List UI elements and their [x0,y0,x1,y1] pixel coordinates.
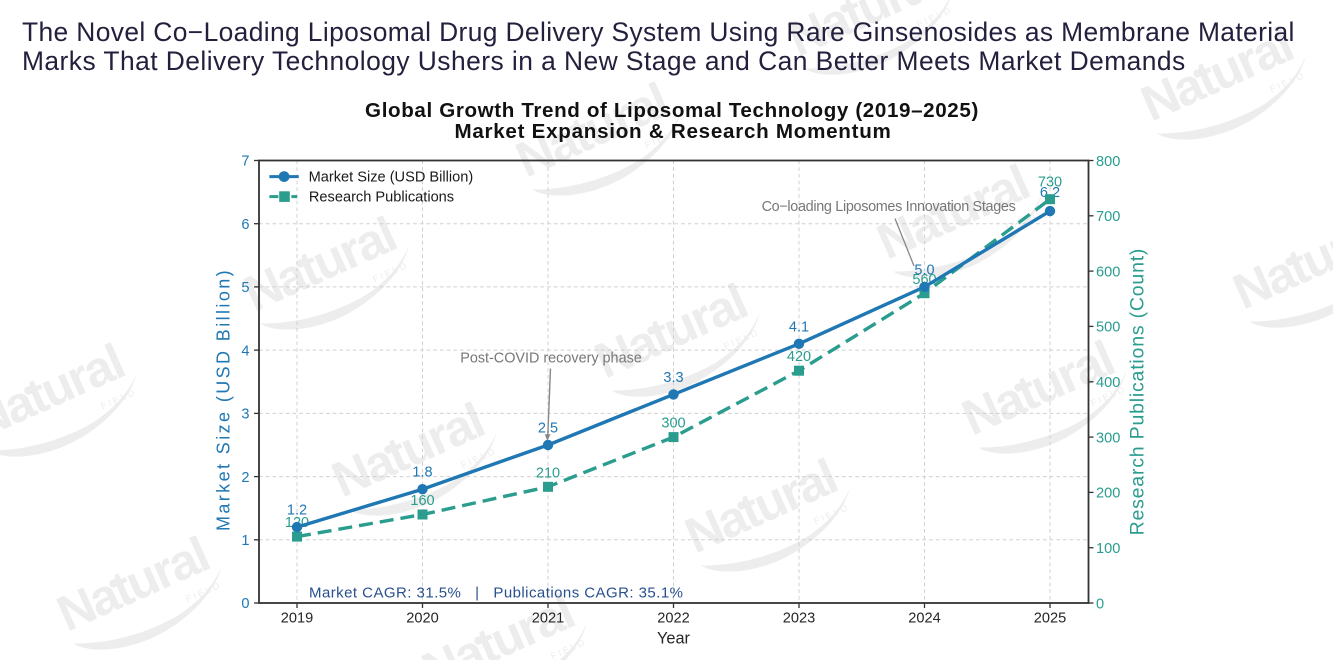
svg-text:2019: 2019 [281,611,313,627]
svg-text:Co−loading Liposomes Innovatio: Co−loading Liposomes Innovation Stages [762,199,1016,215]
svg-text:300: 300 [661,416,685,432]
svg-text:300: 300 [1096,430,1120,446]
svg-text:Market CAGR: 31.5% | Publi: Market CAGR: 31.5% | Publications CAGR: … [309,585,683,602]
svg-text:420: 420 [787,349,811,365]
svg-text:3.3: 3.3 [663,370,683,386]
svg-text:2022: 2022 [657,611,689,627]
svg-text:Research Publications: Research Publications [309,190,454,206]
svg-text:7: 7 [241,154,249,170]
svg-text:6.2: 6.2 [1040,185,1060,201]
svg-text:Post-COVID recovery phase: Post-COVID recovery phase [460,350,642,366]
svg-text:5.0: 5.0 [914,262,934,278]
svg-text:730: 730 [1038,175,1062,191]
svg-text:1.2: 1.2 [287,503,307,519]
svg-text:0: 0 [1096,596,1104,612]
svg-text:1: 1 [241,533,249,549]
svg-text:3: 3 [241,407,249,423]
svg-text:2024: 2024 [908,611,940,627]
svg-text:1.8: 1.8 [412,465,432,481]
svg-text:700: 700 [1096,209,1120,225]
svg-text:2021: 2021 [532,611,564,627]
svg-text:2020: 2020 [406,611,438,627]
svg-text:2025: 2025 [1034,611,1066,627]
svg-text:200: 200 [1096,486,1120,502]
svg-text:500: 500 [1096,320,1120,336]
svg-text:2023: 2023 [783,611,815,627]
svg-text:100: 100 [1096,541,1120,557]
svg-text:0: 0 [241,596,249,612]
svg-text:5: 5 [241,280,249,296]
svg-text:400: 400 [1096,375,1120,391]
svg-text:160: 160 [410,493,434,509]
svg-text:210: 210 [536,465,560,481]
svg-text:4.1: 4.1 [789,319,809,335]
svg-text:Market Size (USD Billion): Market Size (USD Billion) [214,268,234,531]
svg-text:2: 2 [241,470,249,486]
svg-text:Market Size (USD Billion): Market Size (USD Billion) [309,169,474,185]
svg-text:6: 6 [241,217,249,233]
svg-text:4: 4 [241,343,249,359]
svg-text:600: 600 [1096,264,1120,280]
svg-text:Year: Year [657,630,690,648]
svg-text:800: 800 [1096,154,1120,170]
svg-text:Research Publications (Count): Research Publications (Count) [1127,248,1149,536]
